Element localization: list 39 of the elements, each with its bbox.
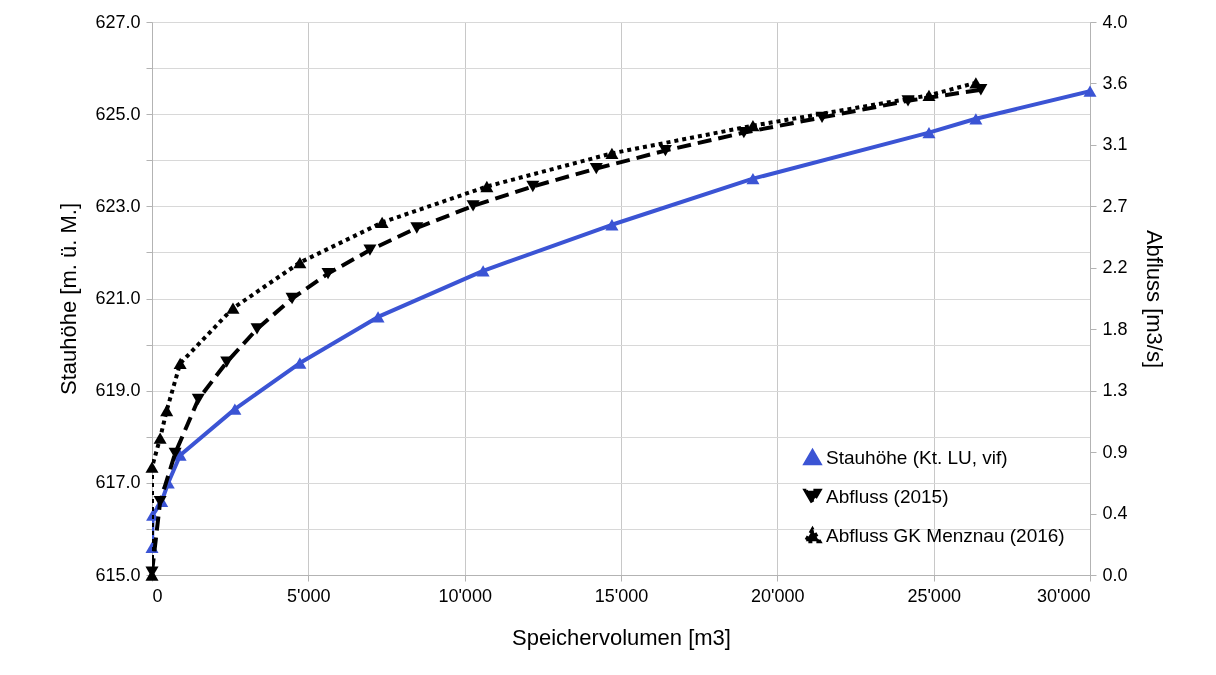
x-axis-title: Speichervolumen [m3] — [512, 624, 731, 650]
x-tick-label: 20'000 — [751, 585, 805, 606]
x-tick-label: 10'000 — [438, 585, 492, 606]
x-tick-label: 30'000 — [1037, 585, 1091, 606]
x-tick-label: 15'000 — [594, 585, 649, 606]
y2-tick-label: 0.9 — [1102, 441, 1128, 462]
point — [228, 403, 242, 415]
y2-tick-label: 4.0 — [1102, 11, 1128, 32]
y2-tick-label: 1.3 — [1102, 380, 1128, 401]
point — [746, 173, 760, 185]
y-tick-label: 615.0 — [95, 564, 141, 585]
point — [969, 113, 983, 125]
y2-tick-label: 2.2 — [1102, 257, 1128, 278]
y2-tick-label: 0.0 — [1102, 564, 1128, 585]
point — [922, 126, 936, 139]
y-tick-label: 617.0 — [95, 472, 141, 493]
y-tick-label: 627.0 — [95, 11, 141, 32]
y2-tick-label: 0.4 — [1102, 503, 1128, 524]
legend-label: Stauhöhe (Kt. LU, vif) — [826, 446, 1008, 468]
y2-axis-title: Abfluss [m3/s] — [1141, 229, 1167, 369]
y2-tick-label: 3.1 — [1102, 134, 1128, 155]
x-tick-label: 0 — [152, 585, 163, 606]
point — [1083, 85, 1097, 97]
y-tick-label: 621.0 — [95, 288, 141, 308]
point — [293, 357, 307, 369]
y2-tick-label: 1.8 — [1102, 318, 1128, 339]
point — [371, 311, 385, 323]
x-tick-label: 5'000 — [287, 585, 331, 606]
legend-label: Abfluss GK Menznau (2016) — [826, 524, 1065, 546]
y2-tick-label: 3.6 — [1102, 72, 1128, 93]
y2-tick-label: 2.7 — [1102, 195, 1128, 216]
legend-label: Abfluss (2015) — [826, 485, 949, 507]
x-tick-label: 25'000 — [907, 585, 961, 606]
point — [476, 265, 490, 277]
y-axis-title: Stauhöhe [m. ü. M.] — [56, 203, 82, 395]
point — [605, 219, 619, 231]
y-tick-label: 619.0 — [95, 380, 141, 401]
y-tick-label: 625.0 — [95, 103, 141, 124]
y-tick-label: 623.0 — [95, 195, 141, 216]
